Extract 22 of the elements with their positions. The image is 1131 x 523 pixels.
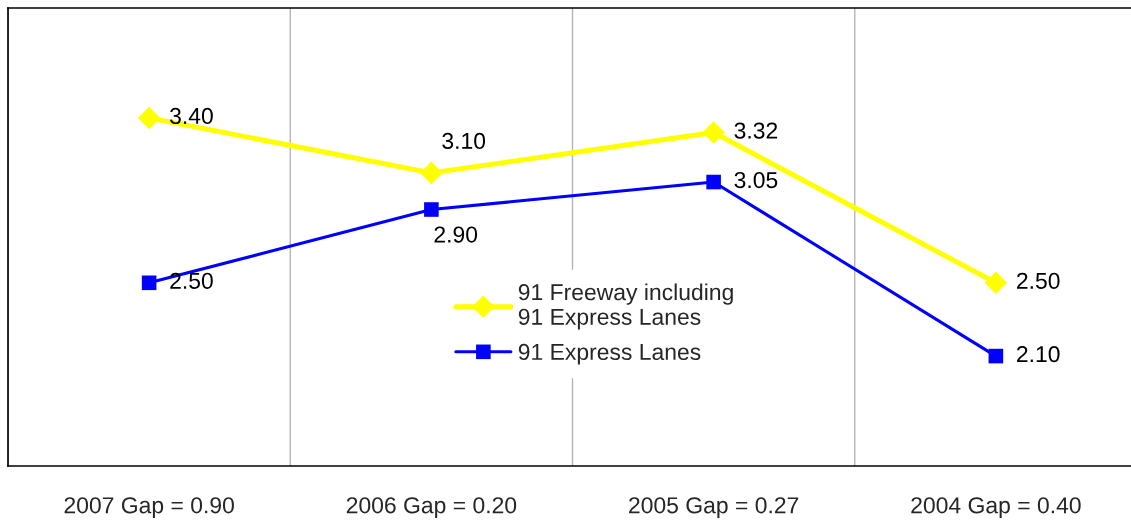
data-label: 3.10 (442, 132, 486, 150)
legend-label: 91 Express Lanes (518, 343, 701, 365)
point (702, 121, 725, 144)
legend-label: 91 Freeway including 91 Express Lanes (518, 283, 733, 330)
data-label: 3.05 (734, 171, 778, 189)
data-label: 2.90 (434, 226, 478, 243)
x-tick-label: 2004 Gap = 0.40 (911, 497, 1081, 518)
point (420, 161, 443, 185)
point (984, 271, 1008, 295)
x-tick-label: 2005 Gap = 0.27 (629, 497, 799, 518)
data-label: 2.10 (1017, 346, 1060, 363)
data-label: 3.32 (734, 122, 778, 139)
point (141, 275, 157, 291)
point (424, 202, 439, 217)
data-label: 2.50 (1017, 272, 1060, 289)
point (137, 106, 161, 130)
point (988, 348, 1004, 364)
point (706, 174, 721, 190)
x-tick-label: 2007 Gap = 0.90 (64, 497, 234, 518)
data-label: 2.50 (170, 272, 213, 289)
x-tick-label: 2006 Gap = 0.20 (346, 497, 517, 518)
data-label: 3.40 (170, 107, 213, 125)
